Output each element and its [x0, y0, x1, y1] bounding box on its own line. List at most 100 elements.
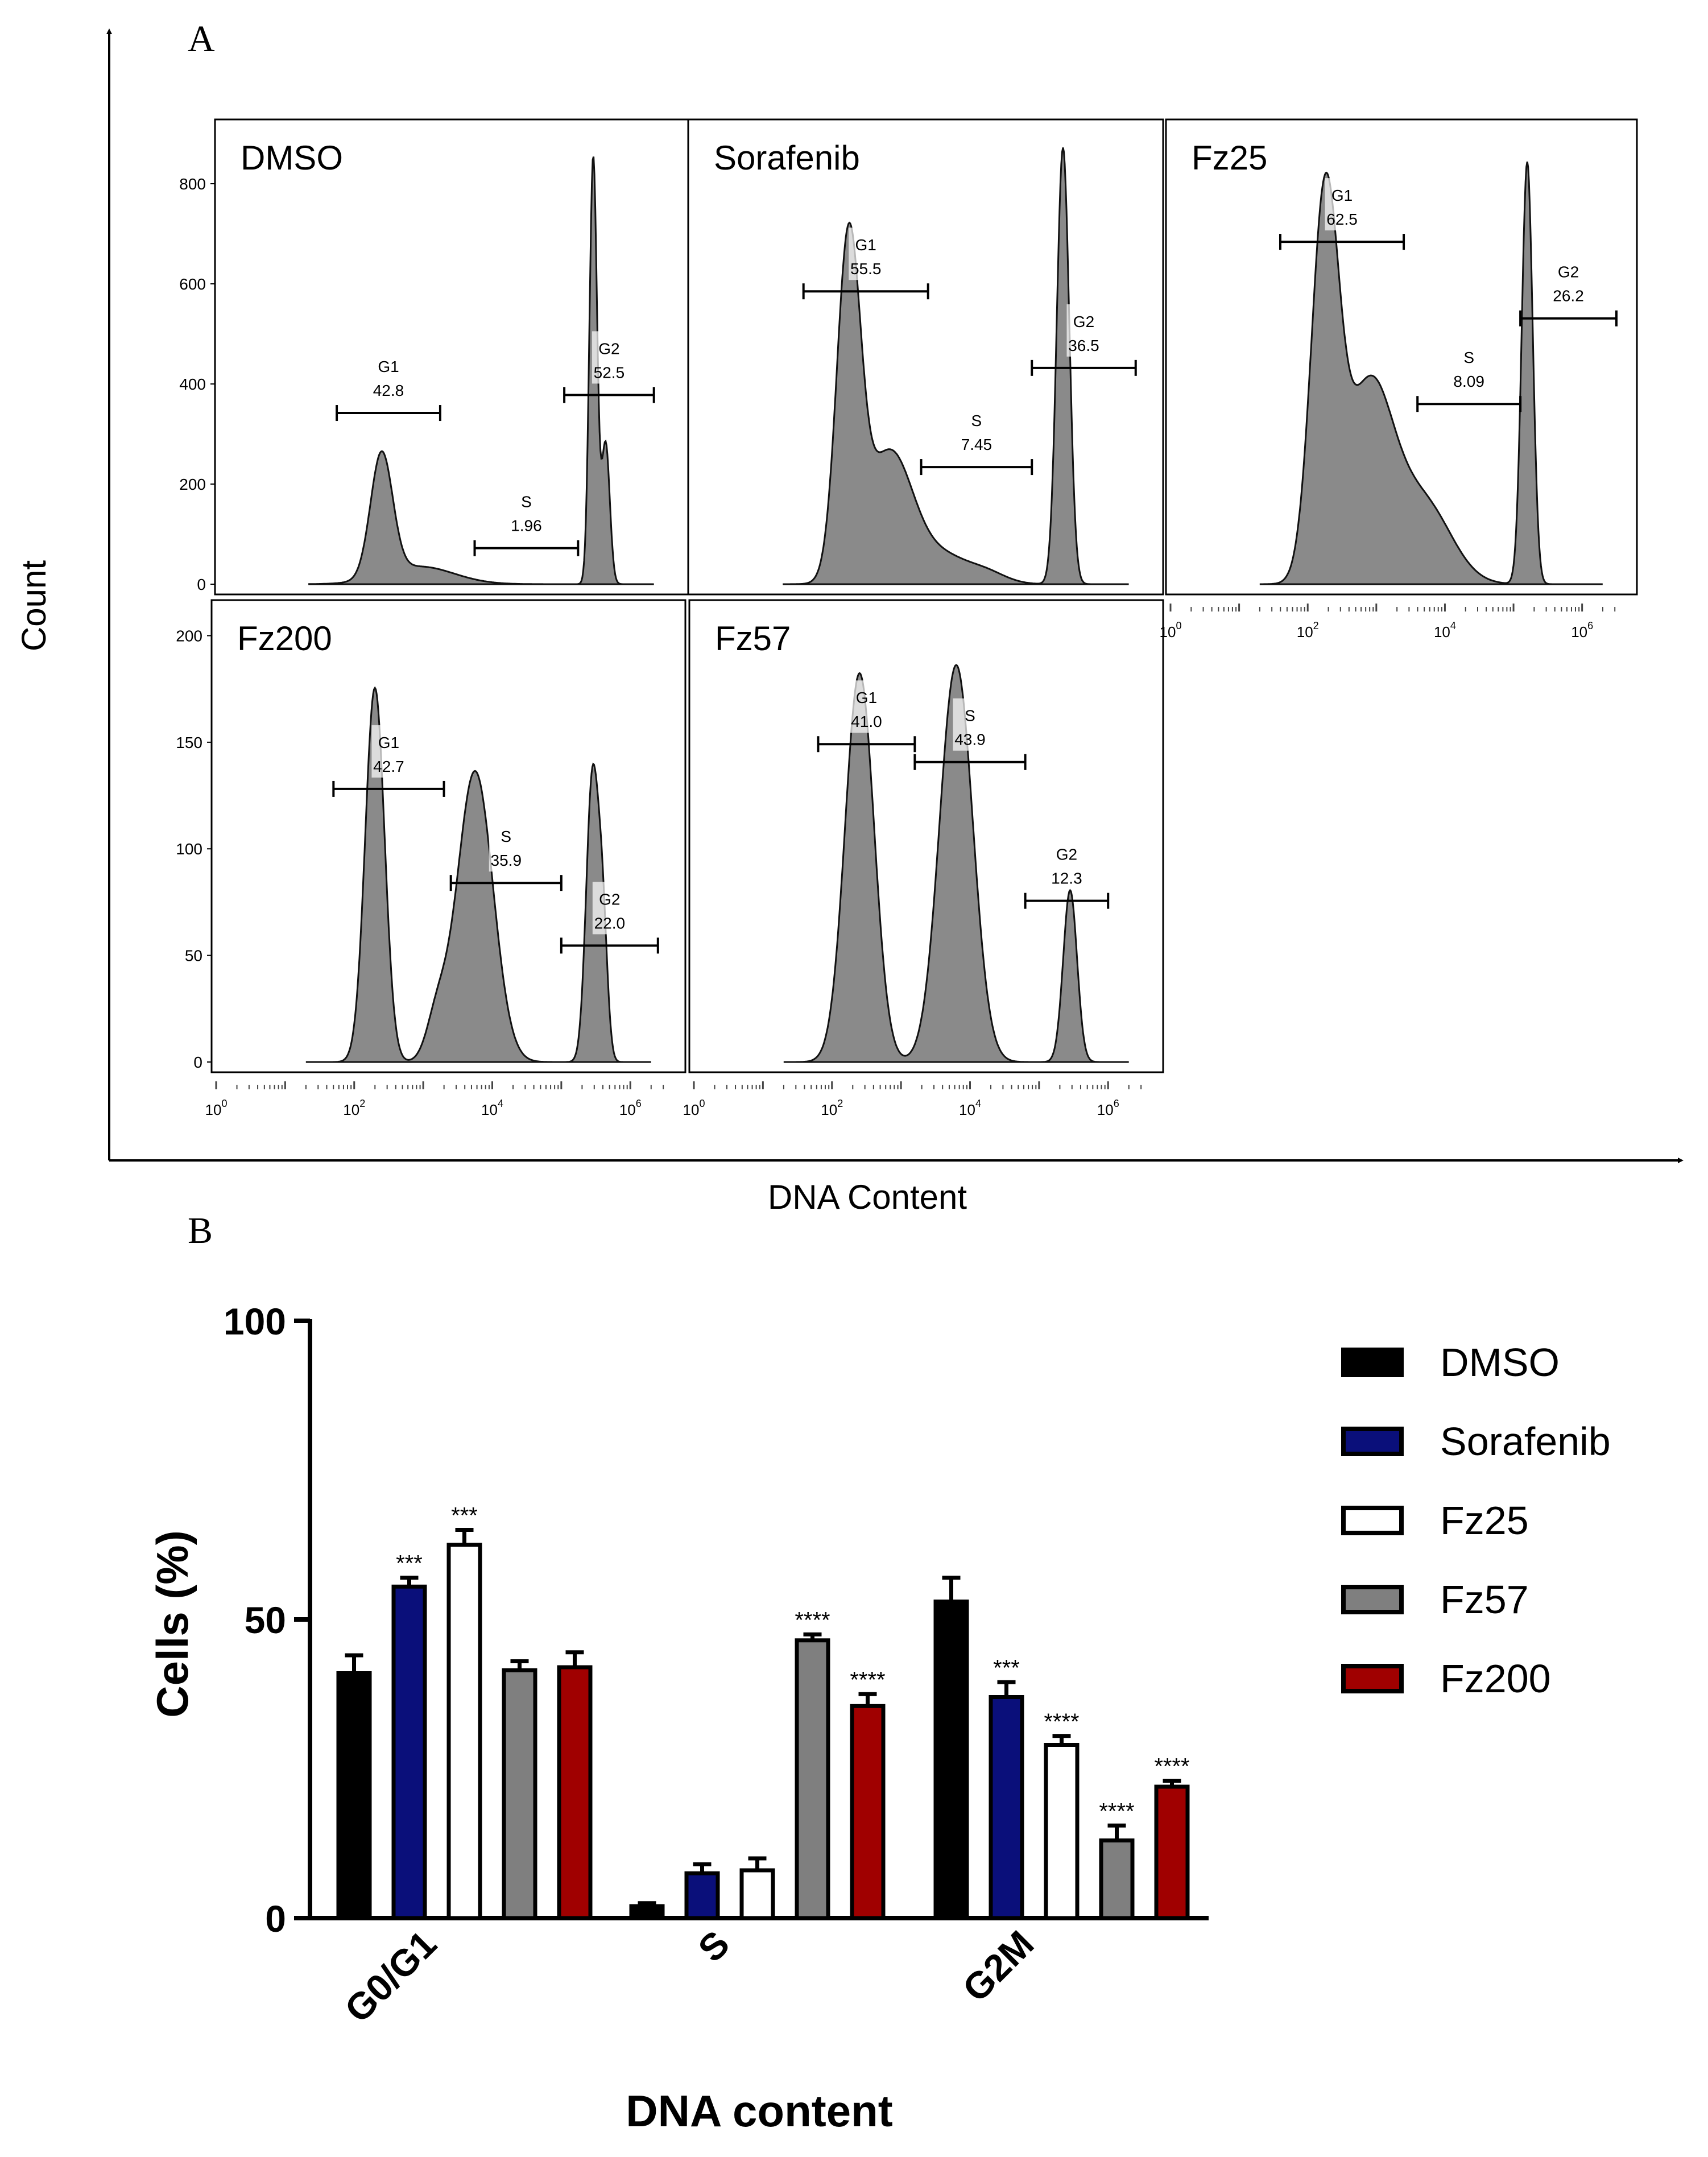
x-category-label: S — [690, 1923, 737, 1970]
panel-a-y-label: Count — [15, 560, 53, 651]
histogram-curve — [308, 156, 654, 585]
y-tick-label: 50 — [185, 947, 202, 965]
gate-g1: G1 42.7 — [332, 725, 445, 797]
gate-percent-label: 55.5 — [850, 260, 882, 278]
gate-label-background — [1325, 178, 1359, 231]
gate-phase-label: G2 — [1558, 263, 1579, 281]
gate-phase-label: G2 — [1056, 846, 1077, 863]
gate-s: S 35.9 — [449, 819, 563, 891]
x-tick-exponent: 6 — [1114, 1098, 1119, 1109]
gate-phase-label: S — [971, 412, 982, 429]
gate-percent-label: 52.5 — [594, 363, 625, 381]
histogram-curve — [1259, 161, 1603, 585]
gate-label-background — [1049, 837, 1084, 890]
histogram-frame — [687, 118, 1164, 596]
y-tick-label: 200 — [176, 627, 202, 644]
bar — [502, 1668, 537, 1920]
x-tick-exponent: 4 — [975, 1098, 981, 1109]
x-tick-label: 102 — [1297, 620, 1319, 641]
gate-label-background — [489, 819, 523, 872]
y-tick-label: 100 — [176, 840, 202, 858]
gate-phase-label: G2 — [1073, 313, 1094, 330]
x-tick-exponent: 0 — [1176, 620, 1181, 631]
significance-label: **** — [1154, 1754, 1189, 1779]
legend-swatch — [1341, 1348, 1404, 1377]
gate-s: S 8.09 — [1416, 340, 1522, 412]
legend-swatch — [1341, 1664, 1404, 1693]
histogram-panel-dmso: DMSO 0 200 400 600 800 G1 42.8 S 1.96 G2 52.5 — [179, 118, 689, 596]
significance-label: **** — [795, 1608, 830, 1633]
gate-phase-label: S — [521, 493, 532, 511]
gate-percent-label: 7.45 — [961, 436, 992, 453]
significance-label: *** — [451, 1503, 478, 1528]
gate-label-background — [371, 349, 406, 402]
histogram-panel-sorafenib: Sorafenib G1 55.5 S 7.45 G2 36.5 — [687, 118, 1164, 596]
y-tick-label: 0 — [265, 1898, 286, 1940]
gate-g1: G1 41.0 — [817, 680, 916, 753]
gate-percent-label: 42.8 — [373, 382, 404, 399]
y-tick-label: 200 — [179, 476, 206, 493]
legend-label: Fz25 — [1440, 1498, 1529, 1543]
x-tick-exponent: 0 — [221, 1098, 227, 1109]
y-tick-label: 800 — [179, 175, 206, 193]
gate-percent-label: 12.3 — [1051, 870, 1082, 887]
gate-g1: G1 62.5 — [1279, 178, 1405, 250]
bar — [739, 1868, 775, 1920]
gate-label-background — [849, 228, 883, 280]
legend-swatch — [1341, 1427, 1404, 1456]
gate-g2: G2 12.3 — [1024, 837, 1110, 909]
y-tick-label: 0 — [193, 1053, 202, 1071]
x-tick-exponent: 6 — [1587, 620, 1593, 631]
bar — [850, 1704, 886, 1920]
gate-g2: G2 22.0 — [560, 882, 659, 954]
x-tick-exponent: 0 — [699, 1098, 705, 1109]
gate-percent-label: 35.9 — [491, 852, 522, 869]
x-category-label: G0/G1 — [337, 1923, 445, 2031]
gate-s: S 7.45 — [920, 403, 1033, 476]
gate-label-background — [953, 698, 987, 751]
gate-percent-label: 26.2 — [1553, 287, 1584, 305]
y-axis-title: Cells (%) — [147, 1530, 197, 1717]
legend-label: Fz200 — [1440, 1656, 1551, 1701]
panel-a-x-label: DNA Content — [768, 1178, 967, 1216]
gate-percent-label: 1.96 — [511, 517, 542, 535]
y-tick-label: 100 — [224, 1300, 286, 1342]
histogram-title: Fz200 — [237, 619, 332, 658]
x-tick-label: 100 — [205, 1098, 228, 1118]
gate-label-background — [1451, 340, 1486, 393]
gate-phase-label: G1 — [378, 734, 399, 751]
gate-g2: G2 26.2 — [1519, 254, 1618, 327]
bar — [391, 1584, 427, 1920]
bar — [795, 1638, 830, 1920]
gate-g1: G1 42.8 — [336, 349, 441, 422]
legend-swatch — [1341, 1506, 1404, 1535]
x-tick-label: 102 — [821, 1098, 843, 1118]
significance-label: **** — [1099, 1799, 1134, 1824]
gate-percent-label: 43.9 — [954, 731, 986, 749]
gate-s: S 1.96 — [473, 484, 580, 556]
bar — [933, 1600, 969, 1920]
gate-phase-label: S — [965, 707, 975, 725]
histogram-title: DMSO — [241, 139, 343, 177]
gate-phase-label: G1 — [856, 689, 877, 706]
histogram-frame — [1165, 118, 1638, 596]
x-tick-label: 106 — [619, 1098, 642, 1118]
gate-phase-label: G2 — [599, 890, 620, 908]
gate-g2: G2 52.5 — [563, 331, 655, 403]
gate-percent-label: 41.0 — [851, 713, 882, 730]
gate-percent-label: 22.0 — [594, 914, 626, 932]
x-category-label: G2M — [954, 1923, 1041, 2010]
gate-phase-label: S — [501, 828, 511, 845]
y-tick-label: 0 — [197, 576, 206, 593]
bar — [336, 1671, 372, 1920]
x-tick-label: 104 — [959, 1098, 981, 1118]
bar — [684, 1871, 720, 1920]
x-tick-exponent: 2 — [359, 1098, 365, 1109]
legend-label: Sorafenib — [1440, 1419, 1611, 1464]
significance-label: *** — [993, 1655, 1020, 1680]
bar — [989, 1695, 1024, 1920]
gate-label-background — [959, 403, 994, 456]
gate-percent-label: 36.5 — [1068, 337, 1099, 354]
